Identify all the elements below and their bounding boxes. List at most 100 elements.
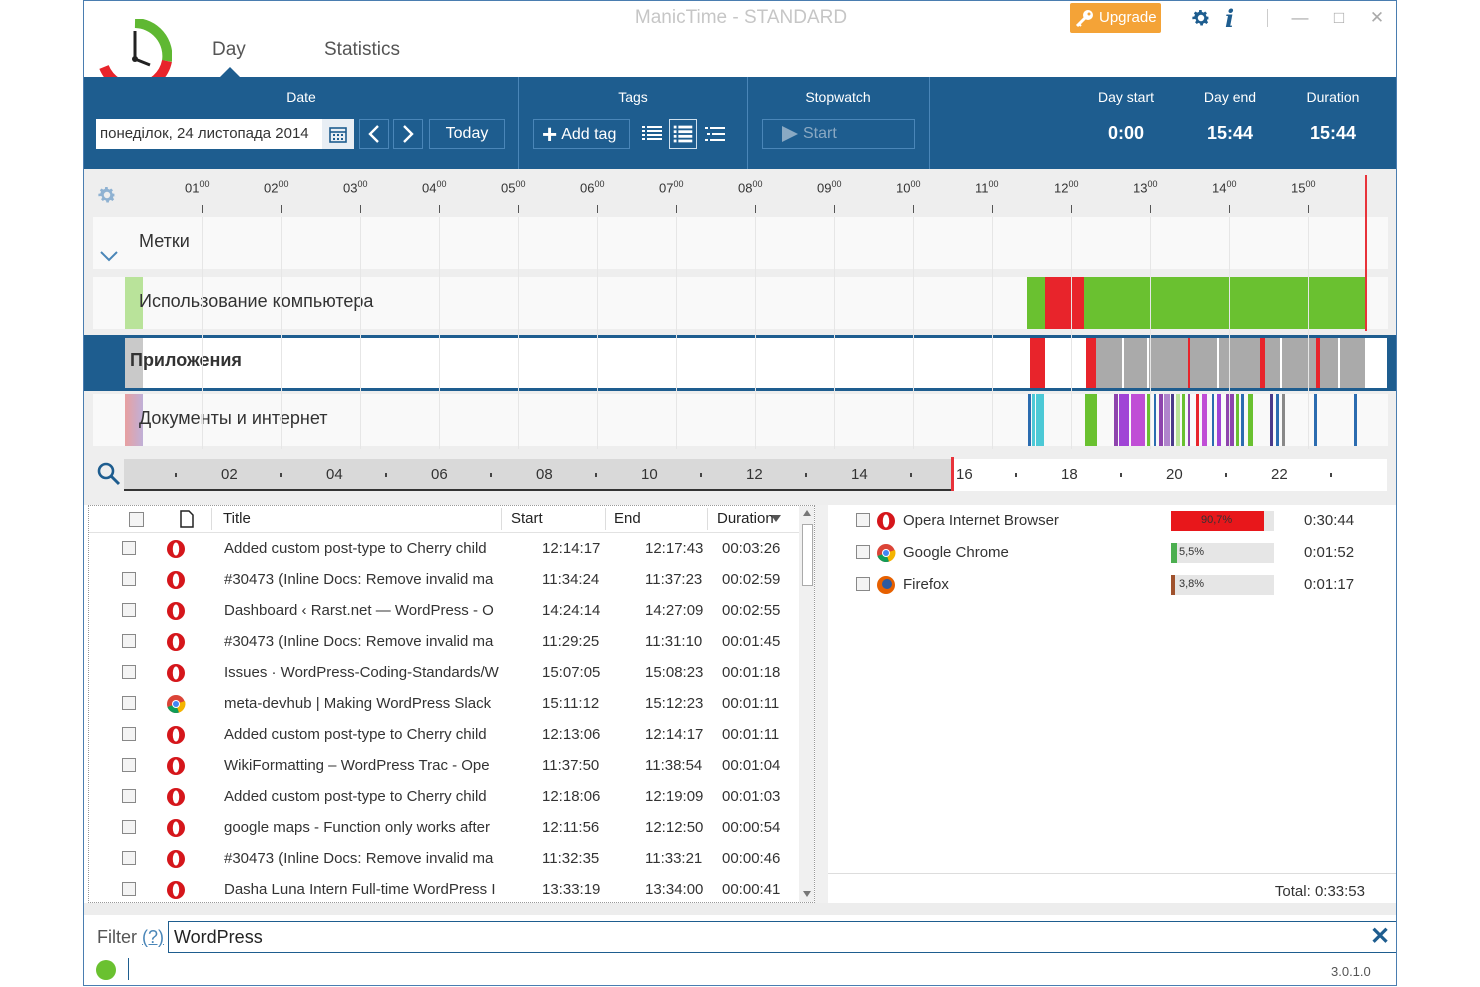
chevron-down-icon[interactable] [99, 250, 119, 262]
column-header-title[interactable]: Title [223, 510, 251, 527]
timeline-settings-gear-icon[interactable] [96, 184, 118, 206]
scroll-down-icon[interactable] [803, 891, 811, 897]
activity-segment[interactable] [1114, 394, 1118, 446]
detail-view-icon[interactable] [669, 119, 697, 149]
date-field[interactable] [96, 119, 322, 149]
activity-segment[interactable] [1217, 338, 1219, 388]
maximize-icon[interactable]: □ [1333, 8, 1345, 27]
row-checkbox[interactable] [122, 882, 136, 896]
activity-segment[interactable] [1032, 394, 1035, 446]
table-row[interactable]: Dasha Luna Intern Full-time WordPress I 1… [89, 874, 799, 902]
table-row[interactable]: #30473 (Inline Docs: Remove invalid ma 11… [89, 843, 799, 874]
tab-day[interactable]: Day [212, 39, 246, 60]
lane-computer-usage[interactable]: Использование компьютера [93, 277, 1388, 329]
activity-segment[interactable] [1354, 394, 1357, 446]
activity-segment[interactable] [1226, 394, 1234, 446]
row-checkbox[interactable] [122, 665, 136, 679]
row-checkbox[interactable] [122, 541, 136, 555]
row-checkbox[interactable] [122, 789, 136, 803]
activity-segment[interactable] [1164, 394, 1170, 446]
browser-row[interactable]: Firefox 3,8% 0:01:17 [828, 569, 1388, 601]
table-row[interactable]: Dashboard ‹ Rarst.net — WordPress - O 14:… [89, 595, 799, 626]
activity-segment[interactable] [1122, 338, 1124, 388]
activity-segment[interactable] [1270, 394, 1273, 446]
row-checkbox[interactable] [122, 727, 136, 741]
row-checkbox[interactable] [122, 851, 136, 865]
activity-segment[interactable] [1045, 277, 1084, 329]
close-icon[interactable]: ✕ [1369, 8, 1385, 27]
activity-segment[interactable] [1236, 394, 1239, 446]
activity-segment[interactable] [1212, 394, 1214, 446]
lane-tags[interactable]: Метки [93, 217, 1388, 269]
lane-documents-internet[interactable]: Документы и интернет [93, 394, 1388, 446]
filter-help-link[interactable]: (?) [142, 927, 165, 947]
stopwatch-start-button[interactable]: Start [762, 119, 915, 149]
activity-segment[interactable] [1276, 394, 1279, 446]
minimize-icon[interactable]: — [1291, 8, 1309, 27]
row-checkbox[interactable] [122, 572, 136, 586]
row-checkbox[interactable] [122, 696, 136, 710]
table-row[interactable]: google maps - Function only works after 1… [89, 812, 799, 843]
compact-view-icon[interactable] [701, 119, 729, 149]
zoom-handle[interactable] [951, 457, 954, 491]
activity-segment[interactable] [1086, 338, 1096, 388]
table-row[interactable]: Issues · WordPress-Coding-Standards/W 15:… [89, 657, 799, 688]
activity-segment[interactable] [1188, 338, 1190, 388]
activity-segment[interactable] [1030, 338, 1045, 388]
activity-segment[interactable] [1338, 338, 1340, 388]
activity-segment[interactable] [1028, 394, 1031, 446]
activity-segment[interactable] [1147, 394, 1150, 446]
browser-row[interactable]: Google Chrome 5,5% 0:01:52 [828, 537, 1388, 569]
table-row[interactable]: Added custom post-type to Cherry child 12… [89, 719, 799, 750]
activity-segment[interactable] [1182, 394, 1185, 446]
activity-segment[interactable] [1176, 394, 1180, 446]
row-checkbox[interactable] [122, 820, 136, 834]
browser-row[interactable]: Opera Internet Browser 90,7% 0:30:44 [828, 505, 1388, 537]
info-icon[interactable]: i [1225, 4, 1235, 33]
table-row[interactable]: WikiFormatting – WordPress Trac - Ope 11:… [89, 750, 799, 781]
activity-segment[interactable] [1131, 394, 1145, 446]
browser-checkbox[interactable] [856, 545, 870, 559]
activity-segment[interactable] [1085, 394, 1097, 446]
activity-segment[interactable] [1282, 394, 1285, 446]
row-checkbox[interactable] [122, 603, 136, 617]
browser-checkbox[interactable] [856, 577, 870, 591]
column-header-start[interactable]: Start [511, 510, 543, 527]
activity-segment[interactable] [1096, 338, 1365, 388]
previous-day-button[interactable] [359, 119, 389, 149]
filter-input[interactable] [168, 921, 1396, 953]
table-row[interactable]: Added custom post-type to Cherry child 12… [89, 533, 799, 564]
column-header-end[interactable]: End [614, 510, 641, 527]
activity-segment[interactable] [1202, 394, 1207, 446]
column-header-duration[interactable]: Duration [717, 510, 774, 527]
settings-gear-icon[interactable] [1190, 7, 1212, 29]
row-checkbox[interactable] [122, 634, 136, 648]
scrollbar[interactable] [799, 506, 814, 902]
table-row[interactable]: meta-devhub | Making WordPress Slack 15:1… [89, 688, 799, 719]
activity-segment[interactable] [1188, 394, 1190, 446]
activity-segment[interactable] [1084, 277, 1365, 329]
activity-segment[interactable] [1027, 277, 1045, 329]
activity-segment[interactable] [1196, 394, 1199, 446]
add-tag-button[interactable]: + Add tag [533, 119, 630, 149]
select-all-checkbox[interactable] [129, 512, 144, 527]
lane-applications[interactable]: Приложения [84, 335, 1396, 391]
activity-segment[interactable] [1260, 338, 1265, 388]
panel-splitter[interactable] [815, 505, 828, 903]
calendar-icon[interactable] [322, 119, 354, 149]
activity-segment[interactable] [1316, 338, 1320, 388]
scroll-up-icon[interactable] [803, 510, 811, 516]
activity-segment[interactable] [1248, 394, 1253, 446]
activity-segment[interactable] [1171, 394, 1174, 446]
search-zoom-icon[interactable] [96, 461, 122, 487]
next-day-button[interactable] [393, 119, 423, 149]
table-row[interactable]: Added custom post-type to Cherry child 12… [89, 781, 799, 812]
activity-segment[interactable] [1241, 394, 1244, 446]
zoom-selection[interactable] [124, 459, 953, 491]
today-button[interactable]: Today [429, 119, 505, 149]
activity-segment[interactable] [1280, 338, 1282, 388]
activity-segment[interactable] [1314, 394, 1317, 446]
activity-segment[interactable] [1159, 394, 1163, 446]
table-row[interactable]: #30473 (Inline Docs: Remove invalid ma 11… [89, 564, 799, 595]
row-checkbox[interactable] [122, 758, 136, 772]
